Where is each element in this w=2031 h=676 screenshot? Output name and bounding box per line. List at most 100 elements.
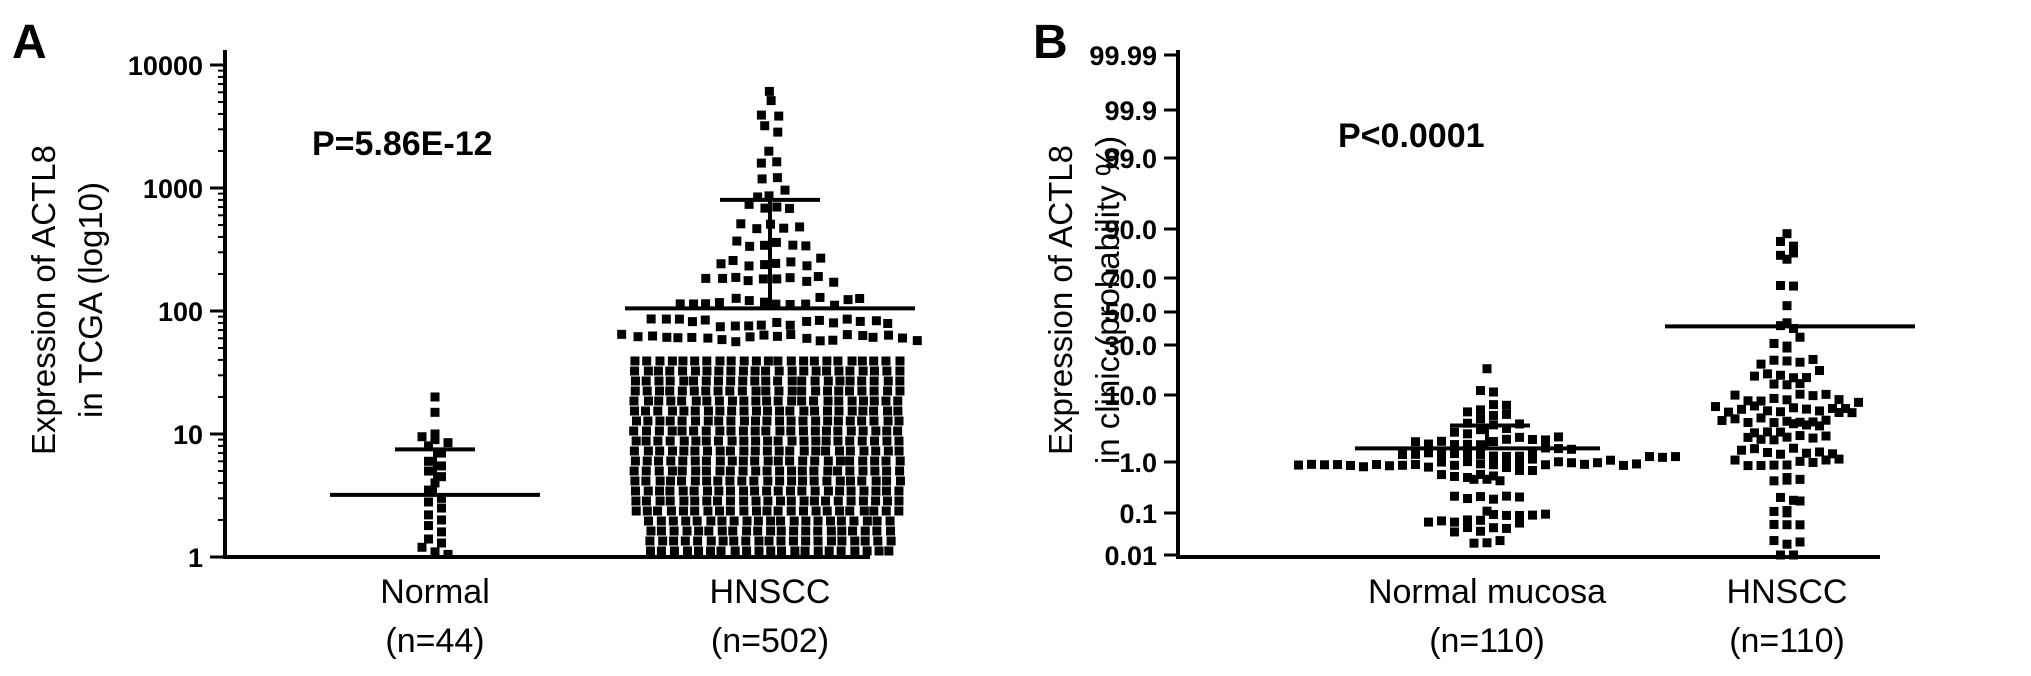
panel-b-point-hnscc [1769, 460, 1779, 470]
panel-a-point-hnscc [774, 111, 784, 121]
panel-a-point-hnscc [811, 436, 821, 446]
panel-a-point-hnscc [785, 406, 795, 416]
panel-b-point-normal-mucosa [1515, 451, 1524, 461]
panel-b-point-hnscc [1782, 520, 1792, 530]
panel-a-point-normal [437, 461, 446, 471]
panel-b-point-hnscc [1795, 456, 1805, 466]
panel-a-point-hnscc [802, 316, 812, 326]
panel-a-point-hnscc [687, 317, 697, 327]
panel-a-point-hnscc [641, 466, 651, 476]
panel-a-point-hnscc [883, 318, 893, 328]
panel-a-point-hnscc [823, 376, 833, 386]
panel-a-point-hnscc [821, 436, 831, 446]
panel-a-point-hnscc [833, 436, 843, 446]
panel-a-point-hnscc [690, 506, 700, 516]
panel-a-point-hnscc [751, 356, 761, 366]
panel-a-point-hnscc [775, 416, 785, 426]
panel-b-point-normal-mucosa [1476, 515, 1485, 525]
panel-b-point-normal-mucosa [1502, 434, 1511, 444]
panel-a-point-hnscc [772, 202, 782, 212]
panel-a-point-hnscc [744, 321, 754, 331]
panel-b-point-hnscc [1795, 357, 1805, 367]
panel-a-point-hnscc [713, 476, 723, 486]
panel-a-point-hnscc [836, 546, 846, 556]
panel-a-point-hnscc [771, 258, 781, 268]
panel-b-point-normal-mucosa [1463, 515, 1472, 525]
panel-a-point-hnscc [678, 486, 688, 496]
panel-b-point-hnscc [1841, 403, 1850, 413]
panel-b-point-normal-mucosa [1554, 432, 1563, 442]
panel-a-point-hnscc [787, 466, 797, 476]
panel-a-point-hnscc [703, 416, 713, 426]
panel-a-point-hnscc [871, 426, 881, 436]
panel-a-point-hnscc [798, 416, 808, 426]
panel-a-point-hnscc [826, 536, 836, 546]
panel-a-point-hnscc [857, 476, 867, 486]
panel-b-point-hnscc [1789, 248, 1798, 258]
panel-a-point-hnscc [673, 333, 683, 343]
panel-a-point-hnscc [797, 396, 807, 406]
panel-b-point-hnscc [1711, 402, 1720, 412]
panel-b-point-normal-mucosa [1476, 414, 1485, 424]
panel-a-point-hnscc [822, 356, 832, 366]
panel-a-point-hnscc [797, 466, 807, 476]
panel-a-point-hnscc [862, 546, 872, 556]
panel-a-point-hnscc [893, 426, 903, 436]
panel-a-point-hnscc [883, 446, 893, 456]
panel-a-point-hnscc [822, 366, 832, 376]
panel-b-point-hnscc [1730, 390, 1740, 400]
panel-a-point-hnscc [835, 456, 845, 466]
panel-b-point-hnscc [1782, 380, 1792, 390]
panel-a-point-hnscc [771, 237, 781, 247]
panel-b-point-normal-mucosa [1502, 424, 1511, 434]
panel-a-point-hnscc [701, 376, 711, 386]
panel-a-point-hnscc [665, 416, 675, 426]
panel-a-point-hnscc [641, 476, 651, 486]
panel-b-point-normal-mucosa [1489, 400, 1498, 410]
panel-a-point-hnscc [787, 436, 797, 446]
panel-b-point-normal-mucosa [1489, 387, 1498, 397]
panel-a-point-hnscc [703, 506, 713, 516]
panel-a-point-hnscc [871, 486, 881, 496]
panel-a-point-hnscc [714, 486, 724, 496]
panel-b-point-hnscc [1769, 355, 1779, 365]
panel-a-point-hnscc [764, 191, 774, 201]
panel-a-point-hnscc [629, 446, 639, 456]
panel-b-point-hnscc [1821, 431, 1831, 441]
panel-b-point-hnscc [1763, 369, 1772, 379]
panel-b-point-normal-mucosa [1541, 435, 1550, 445]
panel-a-point-hnscc [869, 386, 879, 396]
panel-b-point-hnscc [1750, 371, 1759, 381]
panel-b-point-hnscc [1782, 508, 1792, 518]
panel-a-point-hnscc [738, 426, 748, 436]
panel-a-point-hnscc [662, 332, 672, 342]
panel-a-point-hnscc [860, 526, 870, 536]
panel-b-point-normal-mucosa [1489, 436, 1498, 446]
panel-a-point-hnscc [801, 516, 811, 526]
panel-a-point-hnscc [756, 110, 766, 120]
panel-a-point-hnscc [725, 506, 735, 516]
panel-a-point-hnscc [871, 496, 881, 506]
panel-a-point-hnscc [653, 436, 663, 446]
panel-a-point-hnscc [872, 516, 882, 526]
panel-a-point-hnscc [785, 273, 795, 283]
panel-a-point-normal [424, 497, 433, 507]
panel-b-point-normal-mucosa [1502, 463, 1511, 473]
panel-a-point-hnscc [745, 332, 755, 342]
panel-a-point-hnscc [631, 496, 641, 506]
panel-b-tick-label-0.1: 0.1 [1119, 499, 1157, 529]
panel-b-point-normal-mucosa [1463, 439, 1472, 449]
panel-a-point-hnscc [775, 476, 785, 486]
panel-b-cat-normal-mucosa: Normal mucosa [1368, 573, 1606, 611]
panel-a-point-hnscc [893, 396, 903, 406]
panel-a-point-hnscc [772, 173, 782, 183]
panel-a-point-hnscc [763, 496, 773, 506]
panel-b-point-hnscc [1815, 447, 1824, 457]
panel-a-point-hnscc [701, 386, 711, 396]
panel-a-point-hnscc [885, 516, 895, 526]
panel-a-point-hnscc [893, 406, 903, 416]
panel-a-point-hnscc [654, 466, 664, 476]
panel-b-point-normal-mucosa [1528, 434, 1537, 444]
panel-b-point-hnscc [1737, 404, 1746, 414]
panel-a-point-hnscc [762, 446, 772, 456]
